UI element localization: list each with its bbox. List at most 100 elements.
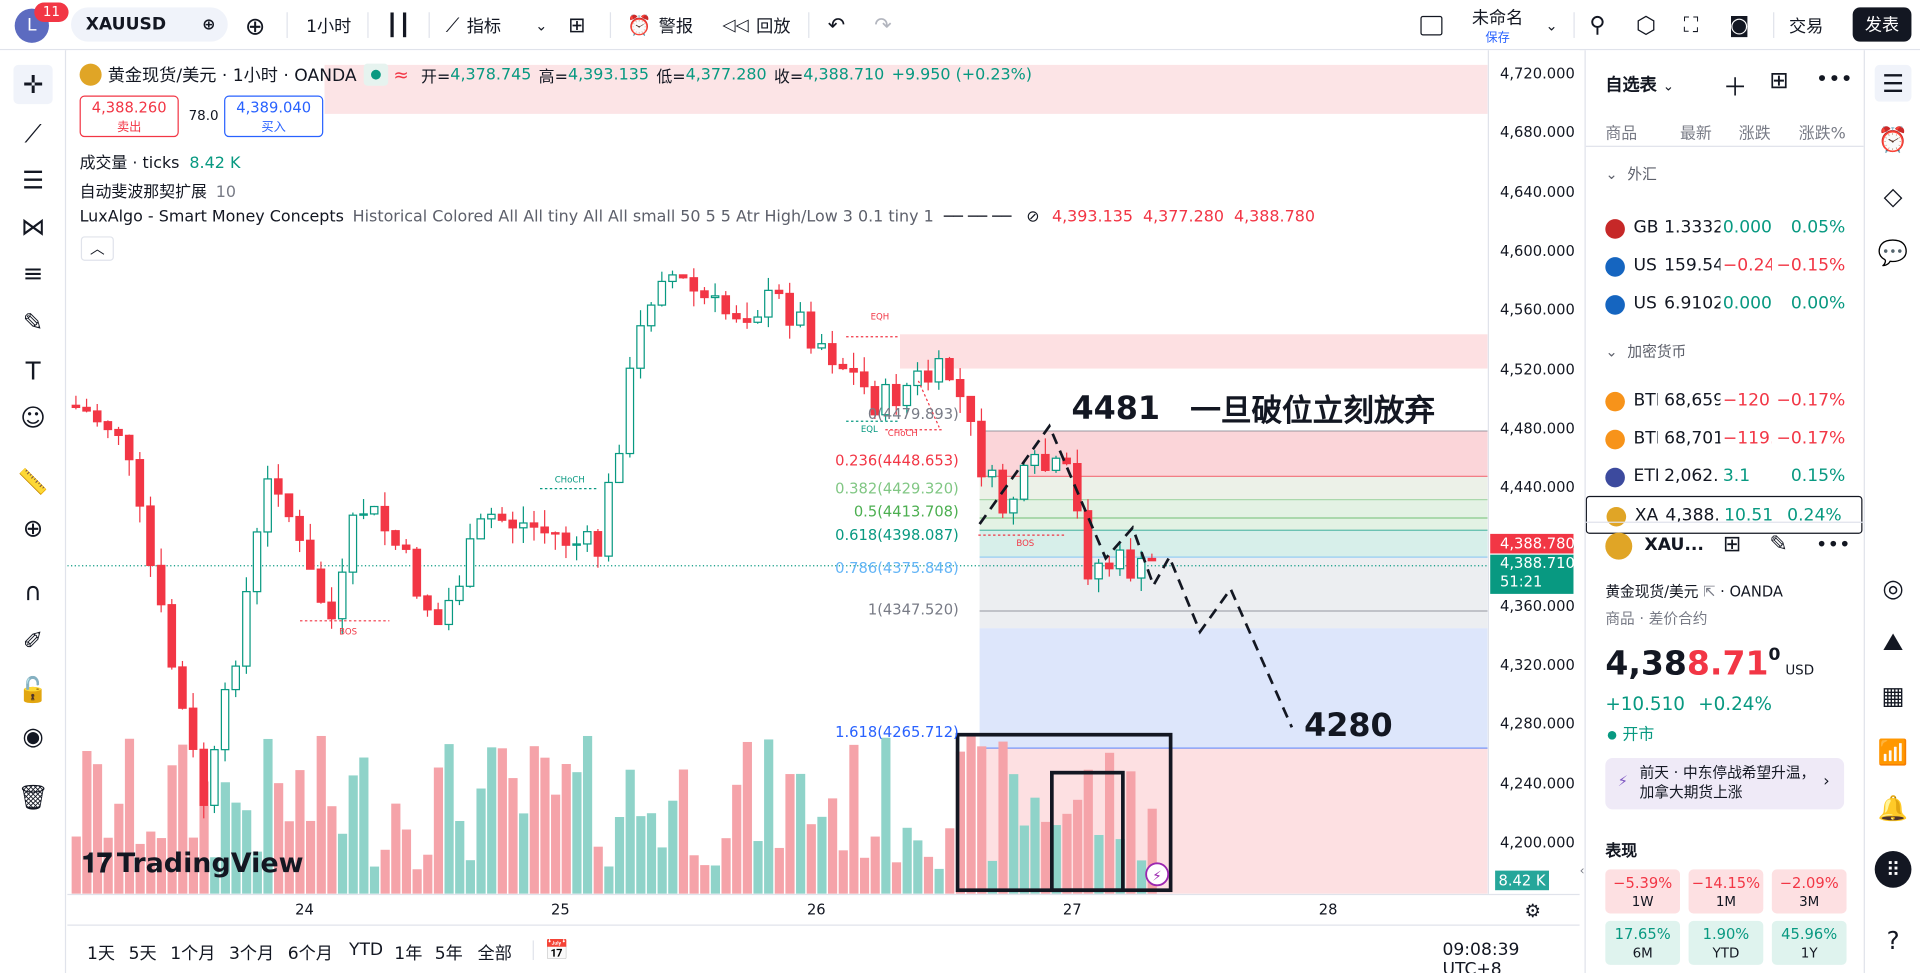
crosshair-icon[interactable]: ✛ — [13, 64, 53, 105]
candles-icon[interactable]: ┃┃ — [385, 12, 411, 38]
settings-gear-icon[interactable]: ⬡ — [1635, 11, 1657, 39]
smc-legend[interactable]: LuxAlgo - Smart Money Concepts Historica… — [80, 208, 1315, 226]
undo-icon[interactable]: ↶ — [827, 12, 846, 38]
interval-button[interactable]: 1小时 — [306, 16, 352, 37]
magnet-icon[interactable]: ∩ — [24, 576, 43, 607]
performance-box[interactable]: −2.09% 3M — [1771, 869, 1847, 914]
watchlist-row[interactable]: XAI 4,388.10.51 0.24% — [1585, 495, 1863, 534]
chat-icon[interactable]: 💬 — [1877, 237, 1909, 267]
object-tree-icon[interactable]: ◇ — [1883, 181, 1903, 211]
advanced-view-icon[interactable]: ⊞ — [1769, 67, 1789, 95]
utc-clock[interactable]: 09:08:39 UTC+8 — [1442, 940, 1520, 973]
alerts-clock-icon[interactable]: ⏰ — [1877, 124, 1909, 155]
detail-grid-icon[interactable]: ⊞ — [1722, 531, 1742, 558]
col-symbol[interactable]: 商品 — [1605, 124, 1638, 144]
layout-name[interactable]: 未命名 保存 — [1469, 0, 1525, 50]
buy-button[interactable]: 4,389.040 买入 — [224, 95, 324, 138]
fib-legend[interactable]: 自动斐波那契扩展 10 — [80, 179, 236, 202]
date-range-calendar-icon[interactable]: 📅 — [544, 937, 570, 962]
redo-icon[interactable]: ↷ — [874, 12, 892, 38]
indicators-dropdown-icon[interactable]: ⌄ — [535, 16, 548, 34]
col-change-pct[interactable]: 涨跌% — [1798, 124, 1846, 144]
replay-button[interactable]: ◁◁ 回放 — [722, 0, 790, 50]
panel-collapse-icon[interactable]: ‹ — [1579, 864, 1585, 878]
watchlist-section[interactable]: ⌄ 加密货币 — [1605, 340, 1686, 361]
detail-more-icon[interactable]: ••• — [1815, 532, 1851, 556]
range-button[interactable]: 6个月 — [287, 944, 333, 964]
range-button[interactable]: 1天 — [86, 944, 116, 964]
lock-drawing-icon[interactable]: ✐ — [22, 625, 44, 656]
quick-search-icon[interactable]: ⚲ — [1589, 12, 1606, 38]
range-button[interactable]: YTD — [348, 940, 384, 961]
visibility-eye-icon[interactable]: ◉ — [22, 721, 44, 751]
trendline-icon[interactable]: ⟋ — [24, 118, 42, 149]
ruler-icon[interactable]: 📏 — [17, 466, 49, 496]
zoom-in-icon[interactable]: ⊕ — [22, 513, 44, 543]
sell-button[interactable]: 4,388.260 卖出 — [79, 95, 179, 138]
watchlist-title[interactable]: 自选表 ⌄ — [1605, 72, 1674, 96]
collapse-legend-icon[interactable]: ︿ — [80, 236, 114, 261]
symbol-search[interactable]: XAUUSD ⊕ — [71, 7, 228, 42]
market-status[interactable]: 开市 — [1607, 721, 1654, 744]
range-button[interactable]: 3个月 — [228, 944, 275, 964]
detail-name[interactable]: 黄金现货/美元 — [1605, 582, 1699, 601]
screener-icon[interactable]: ⛰ — [1882, 626, 1904, 657]
unlock-icon[interactable]: 🔓 — [17, 674, 49, 705]
trade-button[interactable]: 交易 — [1788, 16, 1824, 37]
range-button[interactable]: 5天 — [128, 944, 157, 964]
watchlist-row[interactable]: GB 1.3332 0.000 0.05% — [1586, 209, 1864, 247]
brush-icon[interactable]: ✎ — [22, 307, 44, 337]
broadcast-icon[interactable]: 📶 — [1877, 737, 1909, 767]
volume-legend[interactable]: 成交量 · ticks 8.42 K — [80, 149, 241, 172]
news-card[interactable]: ⚡ 前天 · 中东停战希望升温，加拿大期货上涨 › — [1605, 757, 1845, 810]
range-button[interactable]: 5年 — [434, 944, 463, 964]
chart-settings-gear-icon[interactable]: ⚙ — [1524, 900, 1541, 923]
text-tool-icon[interactable]: T — [25, 356, 41, 386]
calendar-icon[interactable]: ▦ — [1881, 680, 1905, 711]
fib-tool-icon[interactable]: ≡ — [22, 258, 44, 288]
help-icon[interactable]: ? — [1886, 925, 1900, 956]
performance-box[interactable]: −14.15% 1M — [1688, 869, 1764, 914]
add-symbol-icon[interactable]: ⊕ — [202, 15, 216, 34]
annotation-note[interactable]: 一旦破位立刻放弃 — [1190, 393, 1436, 429]
performance-box[interactable]: 17.65% 6M — [1605, 920, 1681, 965]
ideas-target-icon[interactable]: ◎ — [1882, 573, 1904, 603]
watchlist-row[interactable]: BTI 68,701−119.−0.17% — [1586, 420, 1864, 458]
annotation-4481[interactable]: 4481 — [1071, 390, 1161, 428]
time-scale[interactable]: 24 25 26 27 28 ⚙ — [67, 893, 1580, 925]
detail-symbol[interactable]: XAU... — [1644, 535, 1704, 555]
emoji-icon[interactable]: ☺ — [20, 402, 46, 433]
alert-button[interactable]: ⏰ 警报 — [627, 0, 693, 50]
watchlist-more-icon[interactable]: ••• — [1815, 67, 1853, 92]
col-last[interactable]: 最新 — [1680, 124, 1712, 144]
indicators-button[interactable]: ⟋ 指标 — [446, 0, 501, 50]
publish-button[interactable]: 发表 — [1852, 7, 1912, 42]
horizontal-lines-icon[interactable]: ☰ — [22, 165, 45, 195]
price-scale[interactable]: 4,720.000 4,680.000 4,640.000 4,600.000 4,56… — [1487, 50, 1580, 894]
pattern-icon[interactable]: ⋈ — [20, 211, 46, 242]
add-symbol-plus-icon[interactable]: ＋ — [1722, 72, 1748, 102]
performance-box[interactable]: −5.39% 1W — [1605, 869, 1681, 914]
watchlist-row[interactable]: BTI 68,659−120 −0.17% — [1586, 382, 1864, 420]
layout-dropdown-icon[interactable]: ⌄ — [1545, 16, 1558, 34]
fullscreen-icon[interactable]: ⛶ — [1683, 12, 1699, 38]
performance-box[interactable]: 1.90% YTD — [1688, 920, 1764, 965]
notifications-bell-icon[interactable]: 🔔 — [1877, 793, 1909, 823]
layout-grid-icon[interactable]: ⊞ — [568, 12, 586, 38]
external-link-icon[interactable]: ⇱ — [1703, 582, 1716, 601]
watchlist-icon[interactable]: ☰ — [1874, 64, 1912, 102]
annotation-4280[interactable]: 4280 — [1304, 707, 1393, 745]
compare-plus-icon[interactable]: ⊕ — [244, 10, 266, 40]
chart-pane[interactable]: ⚡ 4481 一旦破位立刻放弃 4280 EQH EQL CHoCH CHoCH… — [67, 50, 1488, 894]
apps-grid-icon[interactable]: ⠿ — [1874, 851, 1912, 888]
col-change[interactable]: 涨跌 — [1738, 124, 1771, 144]
range-button[interactable]: 1个月 — [170, 944, 216, 964]
symbol-legend[interactable]: 黄金现货/美元 · 1小时 · OANDA ≈ 开= 4,378.745 高= 4,… — [79, 62, 1032, 86]
layout-toggle-icon[interactable] — [1420, 0, 1443, 50]
range-button[interactable]: 1年 — [394, 944, 423, 964]
watchlist-row[interactable]: USI 159.54−0.24−0.15% — [1586, 247, 1864, 285]
performance-box[interactable]: 45.96% 1Y — [1771, 920, 1847, 965]
watchlist-section[interactable]: ⌄ 外汇 — [1605, 163, 1657, 184]
trash-icon[interactable]: 🗑 — [17, 782, 49, 812]
